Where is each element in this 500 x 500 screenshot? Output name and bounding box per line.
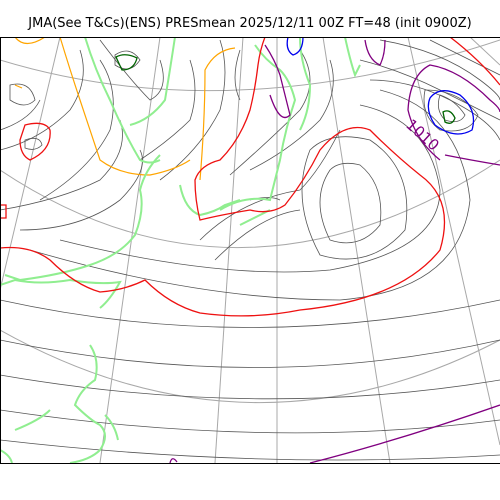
isobar xyxy=(0,339,500,368)
coastline-korea xyxy=(179,184,241,217)
isobar xyxy=(29,89,471,301)
isobar xyxy=(0,99,41,131)
pressure-map: 1010 xyxy=(0,37,500,463)
isobar-1000-north xyxy=(364,39,386,66)
graticule-parallel xyxy=(0,39,500,92)
isobar xyxy=(24,137,43,150)
isobar-980-north xyxy=(115,54,138,71)
isobar xyxy=(229,49,311,176)
isobar-990-north xyxy=(286,37,304,56)
coastline-japan xyxy=(239,209,271,226)
isobar xyxy=(0,299,500,328)
graticule-meridian xyxy=(469,37,500,66)
isobar xyxy=(319,162,382,244)
coastline-continent xyxy=(0,278,122,309)
coastline-island xyxy=(299,37,312,131)
isobar-1000-low xyxy=(407,64,500,161)
isobar-1010-west xyxy=(19,122,51,161)
isobar-1010-edge xyxy=(0,204,7,219)
isobar-1000-japan xyxy=(264,44,291,119)
coastline-peninsula xyxy=(0,449,13,463)
isobar-orange xyxy=(14,37,46,45)
coastline-continent xyxy=(84,37,161,164)
coastline-continent xyxy=(4,154,161,282)
isobar-orange xyxy=(59,37,191,176)
isobar xyxy=(9,83,36,106)
graticule xyxy=(0,37,500,463)
isobars-gray xyxy=(0,39,500,461)
graticule-meridian xyxy=(0,37,61,291)
coastline-peninsula xyxy=(69,344,106,463)
isobar-1000 xyxy=(169,39,500,463)
isobar-1010-ne xyxy=(449,37,500,86)
coastline-island xyxy=(344,37,361,78)
isobar xyxy=(159,39,226,181)
isobar xyxy=(437,94,466,123)
isobar xyxy=(234,49,241,101)
graticule-meridian xyxy=(99,37,161,463)
isobar xyxy=(0,374,500,400)
isobar-980 xyxy=(115,54,456,124)
isobar-990-low xyxy=(427,90,475,135)
isobar xyxy=(379,39,500,101)
isobar-1000-south xyxy=(309,404,500,463)
coastline xyxy=(0,37,361,463)
isobar-orange xyxy=(199,47,236,181)
graticule-meridian xyxy=(407,37,500,446)
coastline-island xyxy=(129,37,176,126)
isobar-1000-sw xyxy=(169,458,178,463)
isobar xyxy=(39,59,114,201)
isobar-1000-low-south xyxy=(444,154,500,166)
map-title: JMA(See T&Cs)(ENS) PRESmean 2025/12/11 0… xyxy=(28,16,472,31)
isobar xyxy=(139,59,196,161)
isobars-orange xyxy=(14,37,236,181)
isobar xyxy=(429,39,500,76)
graticule-parallel xyxy=(0,159,500,248)
isobar xyxy=(214,209,301,261)
isobar xyxy=(249,59,334,171)
graticule-meridian xyxy=(322,37,391,463)
isobar-980-low xyxy=(442,110,456,124)
isobar-1010-main xyxy=(0,37,446,317)
isobar-990 xyxy=(286,37,475,135)
isobar-orange xyxy=(14,84,23,89)
isobar xyxy=(0,49,84,151)
isobar xyxy=(423,89,479,132)
isobar xyxy=(19,149,143,231)
graticule-meridian xyxy=(214,37,244,463)
coastline-peninsula xyxy=(14,409,51,431)
isobar xyxy=(99,39,164,101)
isobar xyxy=(0,439,500,461)
isobar xyxy=(359,59,500,121)
isobar xyxy=(199,129,341,241)
isobar-1010 xyxy=(0,37,500,317)
graticule-parallel xyxy=(0,329,500,403)
isobar xyxy=(301,136,408,260)
isobar xyxy=(0,119,123,211)
coastline-peninsula xyxy=(104,414,119,441)
